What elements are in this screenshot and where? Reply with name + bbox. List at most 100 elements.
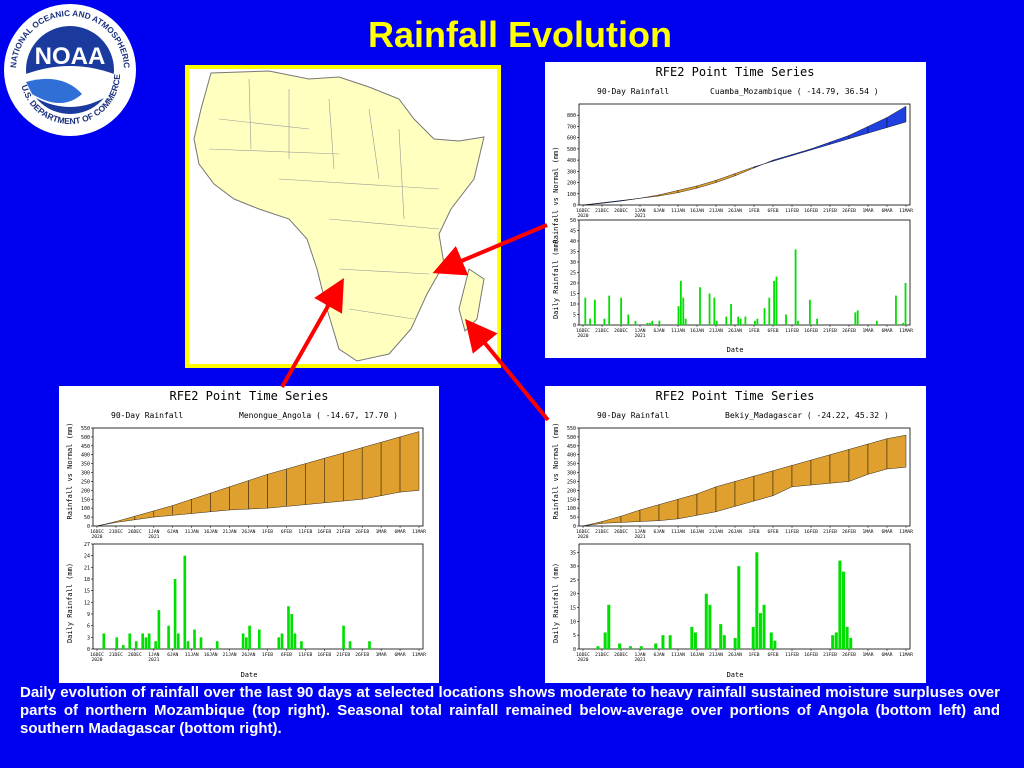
daily-rain-bar <box>713 297 716 325</box>
noaa-logo: NOAA NATIONAL OCEANIC AND ATMOSPHERIC AD… <box>2 2 136 136</box>
daily-rain-bar <box>348 641 352 649</box>
anomaly-segment <box>620 198 641 202</box>
daily-rain-bar <box>342 625 345 649</box>
logo-center-text: NOAA <box>35 43 106 70</box>
daily-rain-bar <box>668 635 672 649</box>
xtick-label: 1FEB <box>748 208 759 214</box>
daily-rain-bar <box>608 295 611 325</box>
daily-rain-bar <box>684 318 687 325</box>
xtick-label: 11JAN <box>671 652 685 658</box>
daily-rain-bar <box>831 635 835 649</box>
daily-rain-bar <box>722 635 726 649</box>
xtick-label: 16FEB <box>804 208 818 214</box>
xtick-label: 16JAN <box>690 328 704 334</box>
top-ylabel: Rainfall vs Normal (mm) <box>552 423 560 520</box>
daily-rain-bar <box>809 299 811 325</box>
xtick-label: 16DEC <box>576 328 590 334</box>
daily-rain-bar <box>755 552 759 649</box>
daily-rain-bar <box>751 626 755 649</box>
daily-rain-bar <box>596 646 600 649</box>
daily-rain-bar <box>730 304 732 325</box>
anomaly-segment <box>886 434 907 470</box>
xtick-label: 21JAN <box>223 652 237 658</box>
bottom-ytick-label: 50 <box>570 218 576 224</box>
bottom-ytick-label: 3 <box>87 635 90 641</box>
bottom-ytick-label: 30 <box>570 260 576 266</box>
xtick-label: 16FEB <box>804 529 818 535</box>
xtick-label: 11JAN <box>185 529 199 535</box>
daily-rain-bar <box>618 643 622 649</box>
top-ytick-label: 600 <box>567 136 576 142</box>
xtick-label: 11FEB <box>298 529 312 535</box>
anomaly-segment <box>399 431 420 493</box>
chart-subtitle-right: Bekiy_Madagascar ( -24.22, 45.32 ) <box>725 411 889 420</box>
bottom-ytick-label: 25 <box>570 271 576 277</box>
daily-rain-bar <box>144 637 148 649</box>
top-ytick-label: 0 <box>573 524 576 530</box>
xtick-label: 26DEC <box>614 652 628 658</box>
xtick-label: 11MAR <box>899 208 913 214</box>
daily-rain-bar <box>849 637 853 649</box>
xtick-label: 6FEB <box>767 328 778 334</box>
xtick-label: 26FEB <box>842 652 856 658</box>
xtick-label: 6MAR <box>881 652 892 658</box>
daily-rain-bar <box>134 641 138 649</box>
xtick-label: 6MAR <box>395 652 406 658</box>
xtick-label: 26DEC <box>128 652 142 658</box>
daily-rain-bar <box>620 297 623 325</box>
xtick-label: 21FEB <box>823 652 837 658</box>
daily-rain-bar <box>754 320 756 325</box>
xtick-label: 16DEC <box>576 652 590 658</box>
xtick-label: 1JAN <box>148 652 159 658</box>
xtick-label: 2021 <box>148 534 159 540</box>
xtick-label: 1FEB <box>748 652 759 658</box>
bottom-ytick-label: 45 <box>570 229 576 235</box>
xtick-label: 2020 <box>577 333 588 339</box>
top-ytick-label: 400 <box>567 453 576 459</box>
chart-subtitle-left: 90-Day Rainfall <box>111 411 183 420</box>
daily-rain-bar <box>690 626 694 649</box>
top-plot-frame <box>578 427 911 527</box>
xtick-label: 11JAN <box>671 208 685 214</box>
xtick-label: 16DEC <box>576 529 590 535</box>
xtick-label: 21JAN <box>223 529 237 535</box>
xtick-label: 26FEB <box>842 328 856 334</box>
xtick-label: 21FEB <box>823 208 837 214</box>
xtick-label: 6MAR <box>881 529 892 535</box>
daily-rain-bar <box>186 641 190 649</box>
daily-rain-bar <box>704 593 708 649</box>
xtick-label: 16DEC <box>90 529 104 535</box>
xtick-label: 26FEB <box>355 652 369 658</box>
xtick-label: 1FEB <box>748 529 759 535</box>
xtick-label: 16JAN <box>690 652 704 658</box>
daily-rain-bar <box>277 637 281 649</box>
bottom-ytick-label: 15 <box>84 589 90 595</box>
xtick-label: 26JAN <box>728 529 742 535</box>
bottom-ytick-label: 0 <box>87 647 90 653</box>
xtick-label: 21FEB <box>823 328 837 334</box>
top-ytick-label: 150 <box>567 497 576 503</box>
daily-rain-bar <box>838 560 842 649</box>
daily-rain-bar <box>658 320 661 325</box>
xtick-label: 11MAR <box>412 652 426 658</box>
daily-rain-bar <box>287 606 290 649</box>
xtick-label: 26DEC <box>614 328 628 334</box>
xtick-label: 16FEB <box>317 652 331 658</box>
daily-rain-bar <box>128 633 132 649</box>
daily-rain-bar <box>737 566 741 649</box>
xtick-label: 11FEB <box>785 652 799 658</box>
daily-rain-bar <box>651 320 654 325</box>
daily-rain-bar <box>842 571 846 649</box>
xtick-label: 26JAN <box>728 652 742 658</box>
top-ytick-label: 300 <box>567 471 576 477</box>
daily-rain-bar <box>677 306 680 325</box>
daily-rain-bar <box>763 308 766 325</box>
bottom-ytick-label: 6 <box>87 624 90 630</box>
daily-rain-bar <box>715 320 718 325</box>
daily-rain-bar <box>648 322 651 325</box>
daily-rain-bar <box>762 604 766 649</box>
daily-rain-bar <box>607 604 611 649</box>
chart-svg-bekiy: RFE2 Point Time Series 90-Day Rainfall B… <box>552 389 913 679</box>
xtick-label: 16FEB <box>804 328 818 334</box>
